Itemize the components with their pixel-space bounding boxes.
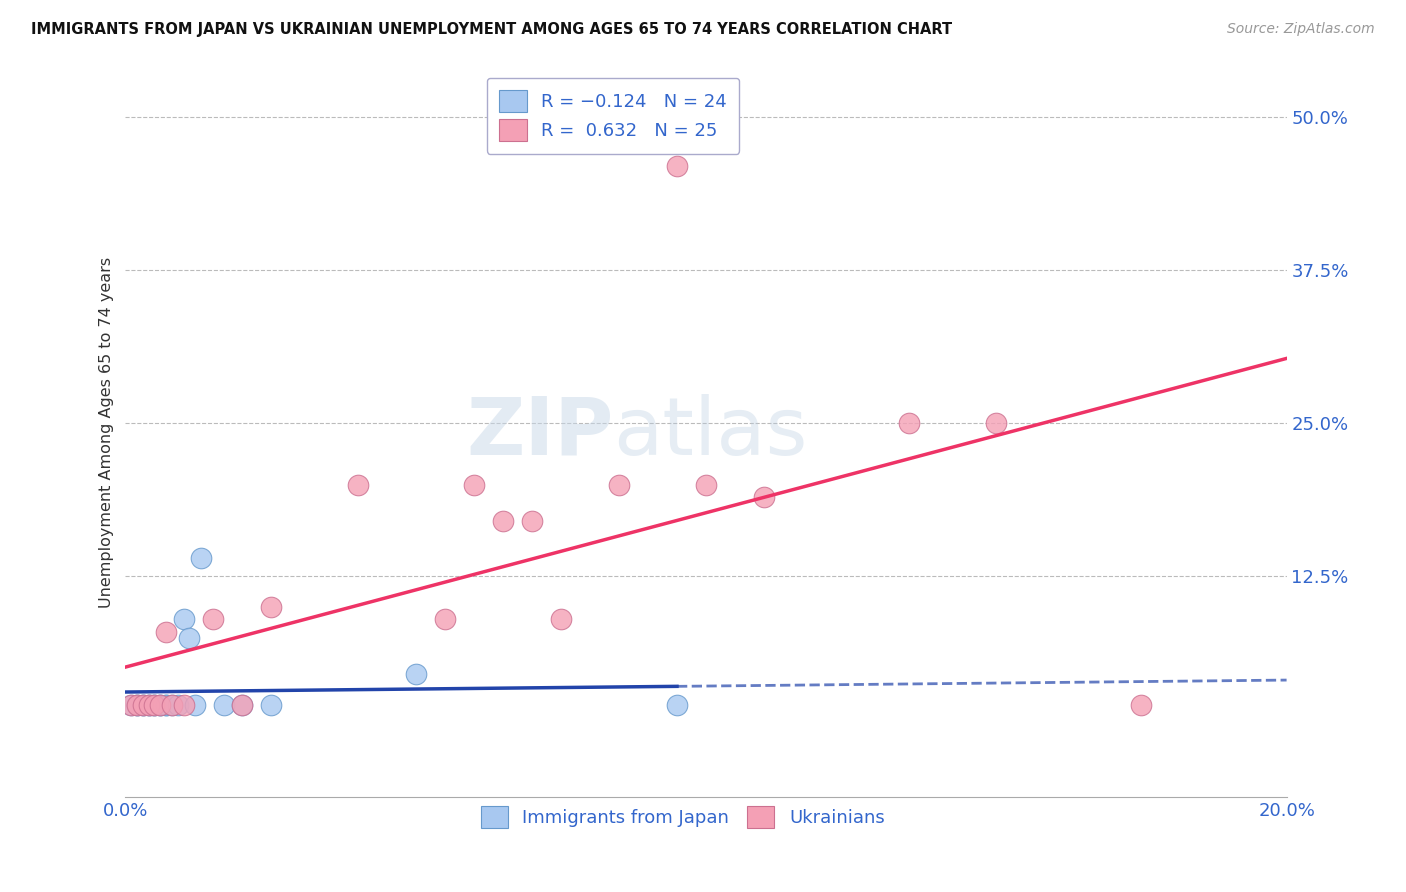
Point (607, 477, 630, 491)
Point (160, 698, 183, 712)
Point (143, 698, 166, 712)
Point (190, 551, 212, 566)
Point (155, 624, 177, 639)
Legend: Immigrants from Japan, Ukrainians: Immigrants from Japan, Ukrainians (474, 798, 891, 835)
Point (752, 490, 775, 504)
Point (138, 698, 160, 712)
Point (405, 667, 427, 681)
Point (160, 698, 183, 712)
Point (125, 698, 148, 712)
Text: Source: ZipAtlas.com: Source: ZipAtlas.com (1227, 22, 1375, 37)
Point (120, 698, 142, 712)
Point (125, 698, 148, 712)
Point (132, 698, 155, 712)
Point (149, 698, 172, 712)
Point (550, 612, 572, 626)
Point (520, 515, 543, 529)
Point (433, 612, 456, 626)
Point (898, 417, 921, 431)
Point (179, 631, 201, 645)
Point (201, 612, 224, 626)
Point (492, 515, 515, 529)
Point (125, 698, 148, 712)
Point (666, 698, 689, 712)
Point (120, 698, 142, 712)
Point (463, 477, 485, 491)
Point (231, 698, 253, 712)
Point (155, 698, 177, 712)
Point (231, 698, 253, 712)
Point (149, 698, 172, 712)
Point (666, 160, 689, 174)
Point (212, 698, 235, 712)
Point (184, 698, 207, 712)
Point (173, 612, 195, 626)
Text: ZIP: ZIP (465, 393, 613, 472)
Point (346, 477, 368, 491)
Point (143, 698, 166, 712)
Point (986, 417, 1008, 431)
Text: IMMIGRANTS FROM JAPAN VS UKRAINIAN UNEMPLOYMENT AMONG AGES 65 TO 74 YEARS CORREL: IMMIGRANTS FROM JAPAN VS UKRAINIAN UNEMP… (31, 22, 952, 37)
Point (166, 698, 188, 712)
Point (155, 698, 177, 712)
Point (138, 698, 160, 712)
Point (132, 698, 155, 712)
Y-axis label: Unemployment Among Ages 65 to 74 years: Unemployment Among Ages 65 to 74 years (100, 257, 114, 608)
Point (173, 698, 195, 712)
Point (259, 698, 281, 712)
Point (149, 698, 172, 712)
Point (143, 698, 166, 712)
Point (1130, 698, 1153, 712)
Point (138, 698, 160, 712)
Point (132, 698, 155, 712)
Point (695, 477, 717, 491)
Point (259, 600, 281, 615)
Text: atlas: atlas (613, 393, 807, 472)
